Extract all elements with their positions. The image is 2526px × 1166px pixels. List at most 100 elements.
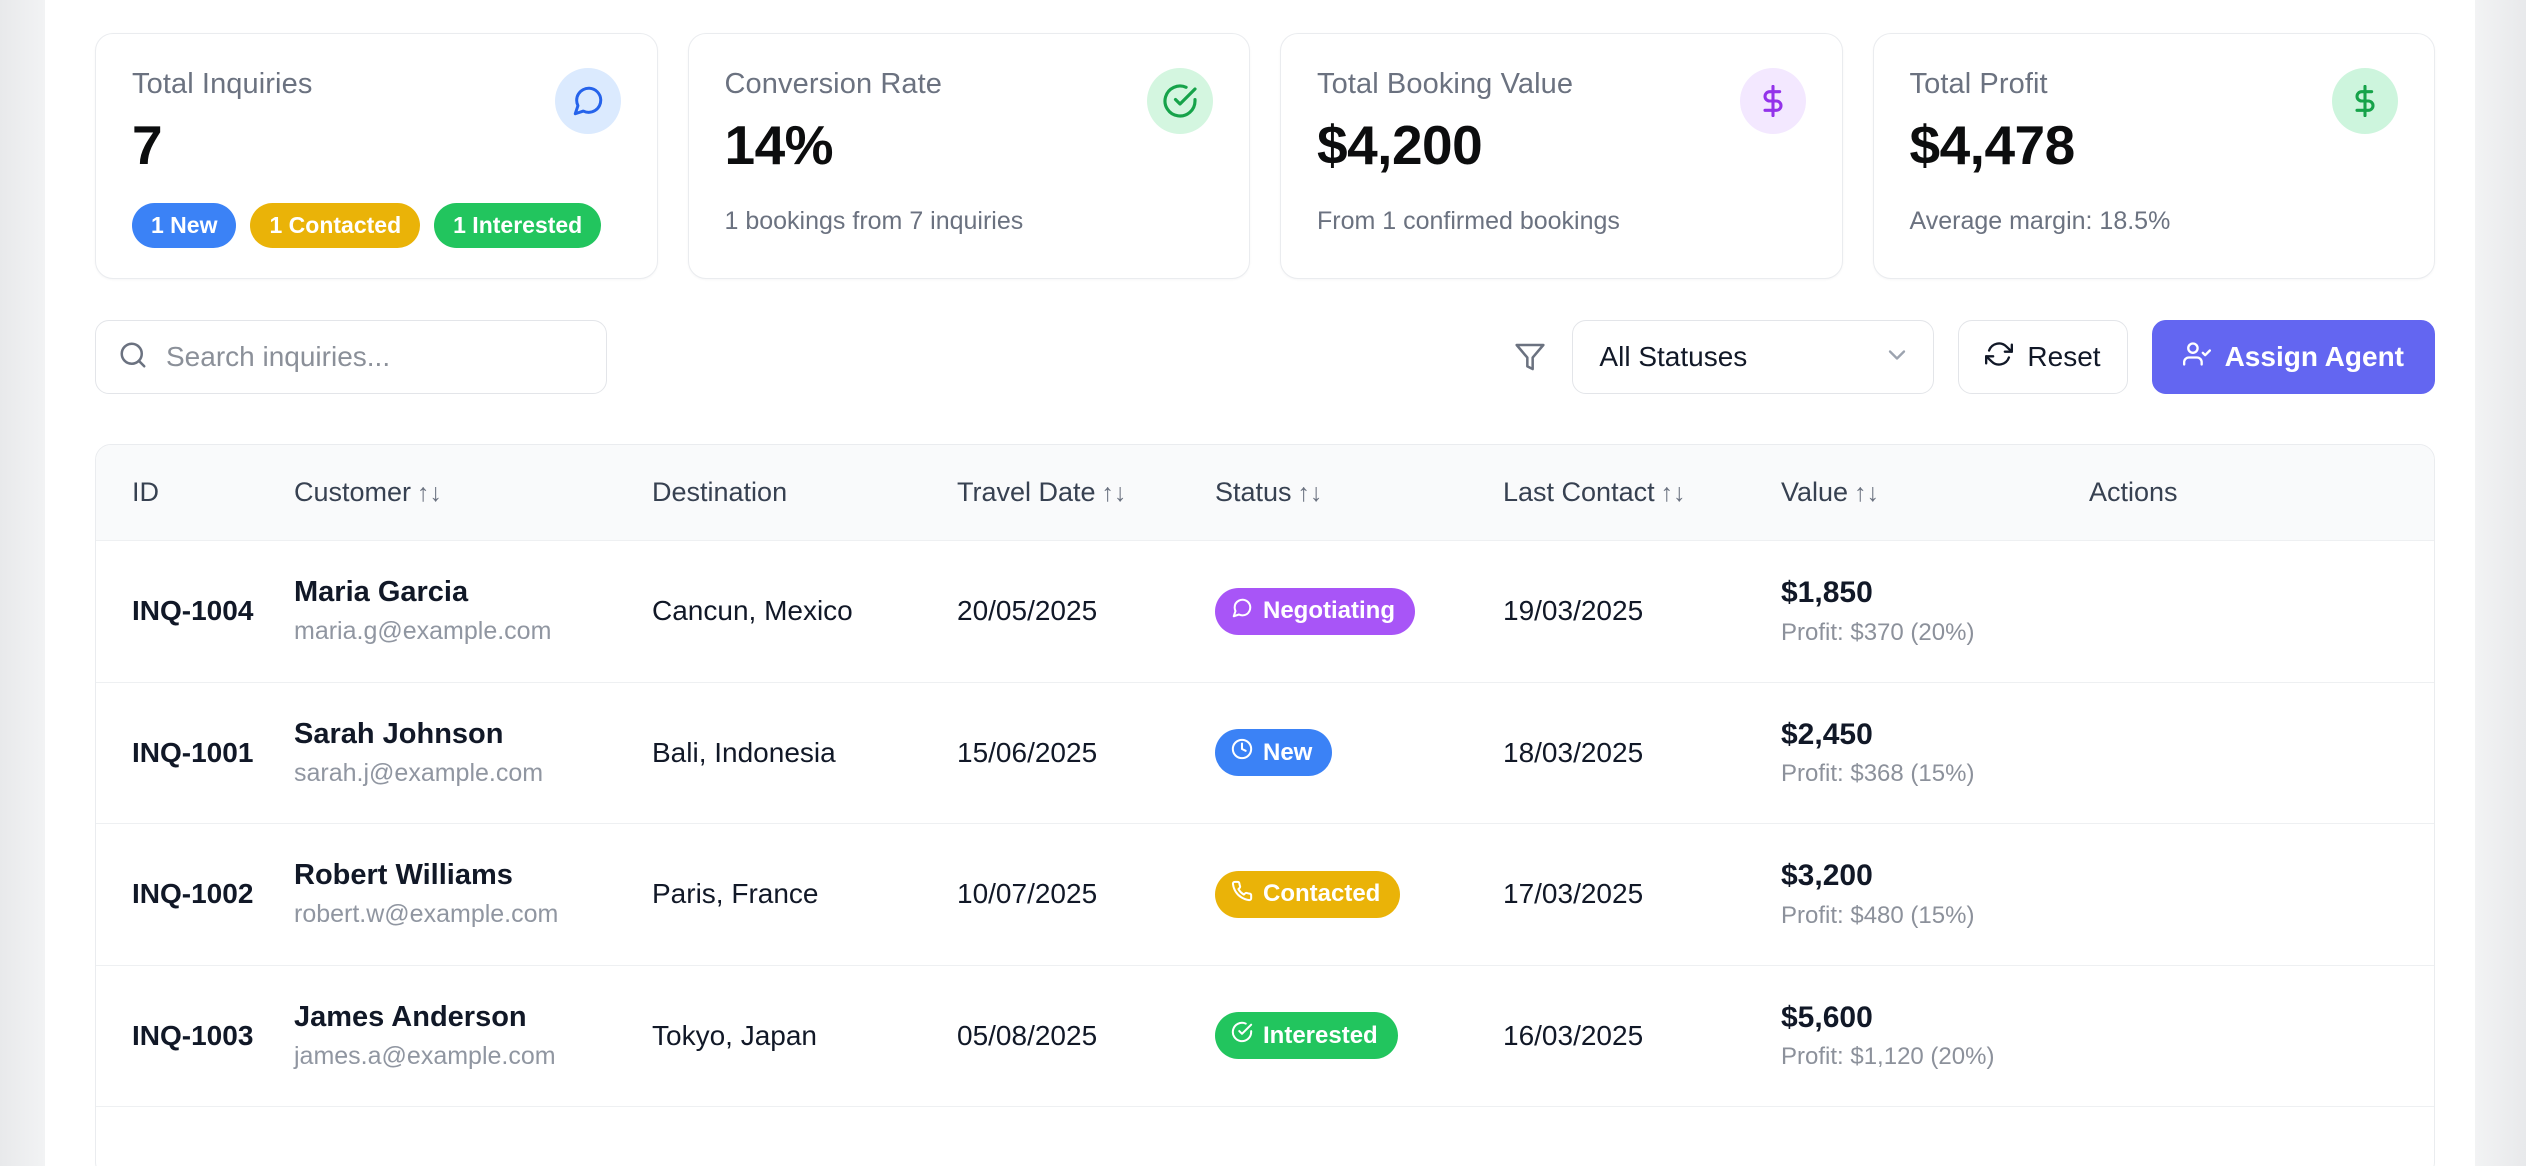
row-id: INQ-1003 (132, 1019, 254, 1051)
reset-button[interactable]: Reset (1958, 320, 2128, 394)
stat-value: 14% (724, 114, 834, 176)
row-last-contact: 19/03/2025 (1503, 540, 1781, 683)
column-header-value[interactable]: Value ↑↓ (1781, 445, 2089, 541)
row-actions[interactable] (2089, 540, 2434, 683)
stat-subtext: From 1 confirmed bookings (1317, 207, 1620, 235)
sort-icon[interactable]: ↑↓ (1101, 479, 1127, 507)
reset-button-label: Reset (2027, 341, 2101, 372)
column-header-last-contact[interactable]: Last Contact ↑↓ (1503, 445, 1781, 541)
row-travel-date: 15/06/2025 (957, 682, 1215, 824)
value-profit: Profit: $368 (15%) (1781, 760, 1975, 787)
table-toolbar: All Statuses Reset Assign Agent (95, 318, 2435, 396)
toolbar-actions: All Statuses Reset Assign Agent (1512, 320, 2435, 394)
customer-email: james.a@example.com (294, 1041, 556, 1070)
customer-name: Sarah Johnson (294, 717, 504, 750)
value-profit: Profit: $1,120 (20%) (1781, 1043, 1995, 1070)
status-badge: New (1215, 729, 1333, 777)
assign-agent-button[interactable]: Assign Agent (2151, 320, 2435, 394)
search-box[interactable] (95, 320, 607, 394)
stat-value: 7 (132, 114, 163, 176)
status-badge-label: New (1263, 738, 1313, 766)
status-badge-label: Negotiating (1263, 597, 1395, 625)
page-gutter-left (0, 0, 45, 1166)
value-profit: Profit: $480 (15%) (1781, 901, 1975, 929)
row-last-contact: 16/03/2025 (1503, 965, 1781, 1107)
stat-subtext: Average margin: 18.5% (1909, 207, 2171, 235)
search-input[interactable] (166, 341, 584, 373)
row-customer: James Anderson james.a@example.com (294, 965, 652, 1107)
search-icon (118, 340, 148, 375)
stat-subtext: 1 bookings from 7 inquiries (724, 207, 1024, 235)
customer-email: maria.g@example.com (294, 617, 552, 646)
dollar-sign-icon (2332, 68, 2398, 134)
message-square-icon (554, 68, 621, 134)
sort-icon[interactable]: ↑↓ (1297, 479, 1323, 507)
status-badge-label: Contacted (1263, 880, 1381, 908)
stat-label: Conversion Rate (724, 68, 942, 100)
sort-icon[interactable]: ↑↓ (1660, 479, 1686, 507)
value-amount: $5,600 (1781, 1000, 1873, 1034)
row-destination: Bali, Indonesia (652, 682, 957, 824)
column-header-actions: Actions (2089, 445, 2434, 541)
value-amount: $1,850 (1781, 576, 1873, 609)
value-profit: Profit: $370 (20%) (1781, 618, 1975, 646)
check-circle-icon (1147, 68, 1213, 134)
table-row-partial[interactable] (96, 1107, 2434, 1166)
value-amount: $3,200 (1781, 859, 1873, 892)
row-value: $3,200 Profit: $480 (15%) (1781, 823, 2089, 966)
status-badge: 1 Interested (434, 203, 602, 248)
row-value: $1,850 Profit: $370 (20%) (1781, 540, 2089, 683)
table-row[interactable]: INQ-1001 Sarah Johnson sarah.j@example.c… (96, 682, 2434, 824)
stat-value: $4,478 (1909, 114, 2076, 176)
customer-email: robert.w@example.com (294, 900, 559, 929)
funnel-icon[interactable] (1512, 339, 1548, 375)
assign-agent-label: Assign Agent (2224, 341, 2404, 372)
table-row[interactable]: INQ-1004 Maria Garcia maria.g@example.co… (96, 540, 2434, 683)
row-actions[interactable] (2089, 965, 2434, 1107)
status-badge: Contacted (1215, 870, 1401, 918)
table-body: INQ-1004 Maria Garcia maria.g@example.co… (96, 540, 2434, 1166)
phone-icon (1231, 880, 1253, 909)
table-row[interactable]: INQ-1002 Robert Williams robert.w@exampl… (96, 823, 2434, 966)
row-last-contact: 17/03/2025 (1503, 823, 1781, 966)
message-square-icon (1231, 597, 1253, 626)
table-header-row: ID Customer ↑↓ Destination Travel Date ↑↓ … (96, 445, 2434, 541)
row-last-contact: 18/03/2025 (1503, 682, 1781, 824)
stat-label: Total Booking Value (1317, 68, 1574, 100)
row-actions[interactable] (2089, 823, 2434, 966)
sort-icon[interactable]: ↑↓ (417, 479, 443, 507)
check-circle-icon (1231, 1021, 1253, 1050)
inquiries-table: ID Customer ↑↓ Destination Travel Date ↑↓ … (95, 444, 2435, 1166)
row-id: INQ-1001 (132, 736, 254, 768)
row-value: $5,600 Profit: $1,120 (20%) (1781, 965, 2089, 1107)
row-customer: Robert Williams robert.w@example.com (294, 823, 652, 966)
status-badge-group: 1 New 1 Contacted 1 Interested (132, 203, 621, 248)
stats-card-row: Total Inquiries 7 1 New 1 Contacted 1 In… (95, 33, 2435, 279)
row-travel-date: 05/08/2025 (957, 965, 1215, 1107)
value-amount: $2,450 (1781, 717, 1873, 751)
row-destination: Paris, France (652, 823, 957, 966)
row-id: INQ-1002 (132, 878, 254, 910)
status-badge-label: Interested (1263, 1021, 1378, 1049)
stat-value: $4,200 (1317, 114, 1483, 176)
column-header-travel-date[interactable]: Travel Date ↑↓ (957, 445, 1215, 541)
status-badge: Negotiating (1215, 587, 1415, 635)
column-header-status[interactable]: Status ↑↓ (1215, 445, 1503, 541)
row-id: INQ-1004 (132, 595, 254, 627)
sort-icon[interactable]: ↑↓ (1854, 479, 1880, 507)
status-filter-select[interactable]: All Statuses (1572, 320, 1935, 394)
inquiries-dashboard: Total Inquiries 7 1 New 1 Contacted 1 In… (45, 0, 2475, 1166)
customer-name: James Anderson (294, 1000, 527, 1033)
user-check-icon (2182, 340, 2211, 375)
table-row[interactable]: INQ-1003 James Anderson james.a@example.… (96, 965, 2434, 1107)
stat-card-conversion-rate: Conversion Rate 14% 1 bookings from 7 in… (687, 33, 1250, 279)
stat-label: Total Profit (1909, 68, 2048, 100)
stat-card-total-booking-value: Total Booking Value $4,200 From 1 confir… (1280, 33, 1843, 279)
status-badge: 1 Contacted (250, 203, 421, 248)
stat-card-total-inquiries: Total Inquiries 7 1 New 1 Contacted 1 In… (95, 33, 658, 279)
column-header-customer[interactable]: Customer ↑↓ (294, 445, 652, 541)
stat-card-total-profit: Total Profit $4,478 Average margin: 18.5… (1872, 33, 2435, 279)
dollar-sign-icon (1739, 68, 1806, 134)
row-actions[interactable] (2089, 682, 2434, 824)
chevron-down-icon (1883, 341, 1911, 374)
